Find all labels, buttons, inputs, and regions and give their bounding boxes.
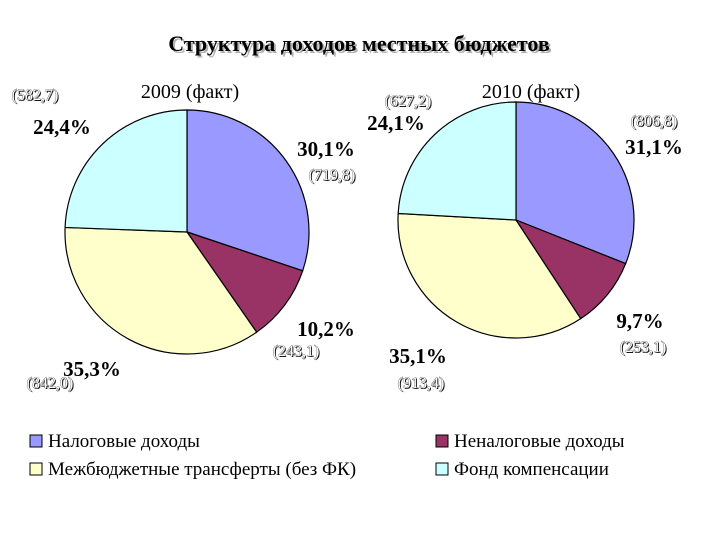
pie-title: 2009 (факт) <box>141 81 239 103</box>
legend-item-межбюджетные-трансферты-без-фк: Межбюджетные трансферты (без ФК) <box>29 459 356 480</box>
legend-item-налоговые-доходы: Налоговые доходы <box>29 431 200 452</box>
pie-1: 2009 (факт)30,1%10,2%35,3%24,4%(719,8)(7… <box>11 81 357 393</box>
value-label-shadow: (243,1) <box>274 344 321 361</box>
chart-title: Структура доходов местных бюджетов <box>168 31 550 56</box>
value-label: (582,7) <box>12 87 59 104</box>
percent-label: 10,2% <box>297 317 355 341</box>
legend: Налоговые доходы Неналоговые доходы Межбюд… <box>29 431 625 480</box>
legend-label: Неналоговые доходы <box>454 431 625 452</box>
value-label: (913,4) <box>398 375 445 392</box>
legend-label: Налоговые доходы <box>48 431 200 452</box>
pie-slice-фонд-компенсации <box>397 101 517 221</box>
value-label-shadow: (627,2) <box>386 94 433 111</box>
chart-title-shadow: Структура доходов местных бюджетов <box>170 33 552 58</box>
pie-slice-фонд-компенсации <box>64 109 188 233</box>
legend-item-фонд-компенсации: Фонд компенсации <box>435 459 609 480</box>
percent-label: 24,4% <box>33 115 91 139</box>
legend-label: Фонд компенсации <box>454 459 609 480</box>
value-label: (253,1) <box>620 339 667 356</box>
percent-label: 35,1% <box>389 344 447 368</box>
percent-label: 30,1% <box>297 137 355 161</box>
value-label: (627,2) <box>385 93 432 110</box>
value-label-shadow: (806,8) <box>632 114 679 131</box>
value-label-shadow: (913,4) <box>399 376 446 393</box>
chart-title-group: Структура доходов местных бюджетов Струк… <box>168 31 552 58</box>
percent-label: 35,3% <box>63 357 121 381</box>
pie-charts: 2009 (факт)30,1%10,2%35,3%24,4%(719,8)(7… <box>11 81 683 393</box>
value-label: (842,0) <box>27 375 74 392</box>
pie-slice-неналоговые-доходы <box>185 230 304 333</box>
percent-label: 24,1% <box>367 111 425 135</box>
pie-2: 2010 (факт)31,1%9,7%35,1%24,1% (806,8)(80… <box>367 81 683 393</box>
pie-slice-налоговые-доходы <box>186 109 310 272</box>
value-label: (719,8) <box>309 167 356 184</box>
legend-swatch <box>29 462 43 476</box>
value-label-shadow: (719,8) <box>310 168 357 185</box>
value-label-shadow: (582,7) <box>13 88 60 105</box>
legend-swatch <box>435 434 449 448</box>
legend-item-неналоговые-доходы: Неналоговые доходы <box>435 431 625 452</box>
percent-label: 31,1% <box>625 135 683 159</box>
legend-swatch <box>29 434 43 448</box>
legend-label: Межбюджетные трансферты (без ФК) <box>48 459 356 480</box>
pie-slice-межбюджетные-трансферты-без-фк <box>397 212 582 339</box>
percent-label: 9,7% <box>616 309 663 333</box>
legend-swatch <box>435 462 449 476</box>
value-label: (806,8) <box>631 113 678 130</box>
pie-slice-межбюджетные-трансферты-без-фк <box>64 226 258 355</box>
value-label: (243,1) <box>273 343 320 360</box>
pie-slice-налоговые-доходы <box>515 101 635 265</box>
pie-title: 2010 (факт) <box>482 81 580 103</box>
value-label-shadow: (253,1) <box>621 340 668 357</box>
value-label-shadow: (842,0) <box>28 376 75 393</box>
